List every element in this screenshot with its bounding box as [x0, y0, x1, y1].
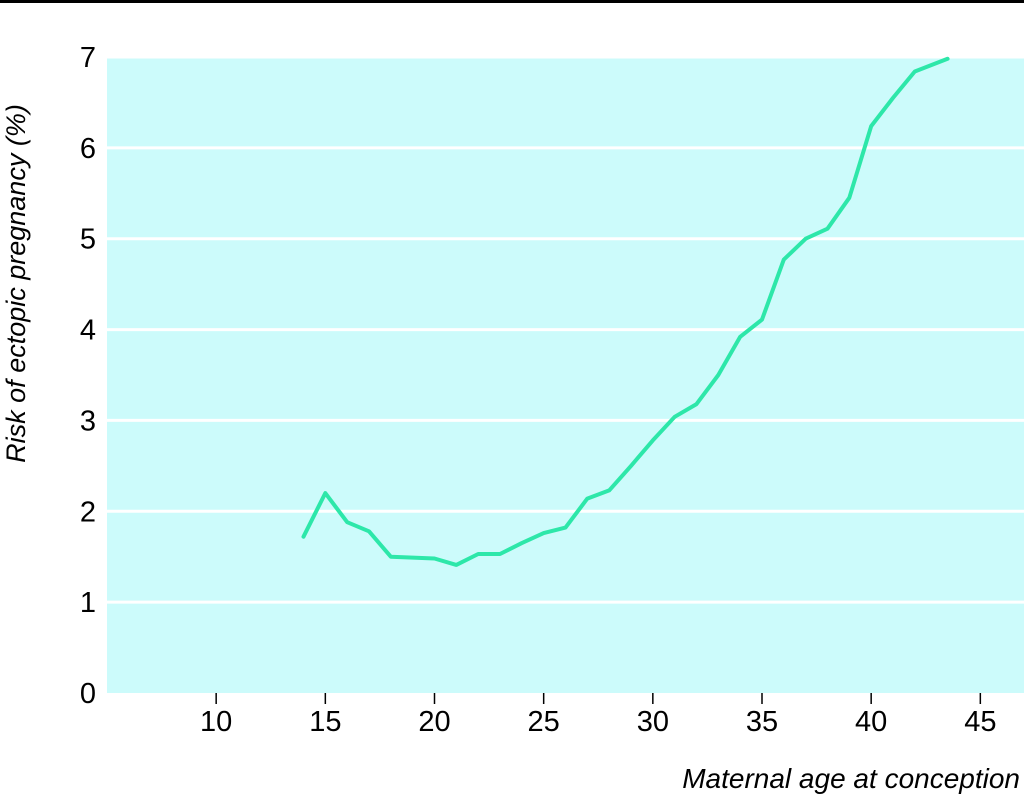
- y-tick-label: 2: [80, 496, 96, 528]
- y-axis-label: Risk of ectopic pregnancy (%): [1, 104, 31, 463]
- gridlines: [107, 55, 1024, 604]
- x-tick-label: 25: [528, 706, 560, 738]
- x-tick-label: 40: [855, 706, 887, 738]
- x-tick-label: 20: [418, 706, 450, 738]
- y-tick-label: 0: [80, 678, 96, 710]
- x-tick-label: 30: [637, 706, 669, 738]
- series-line: [301, 56, 950, 567]
- x-tick-label: 15: [309, 706, 341, 738]
- x-tick-label: 45: [964, 706, 996, 738]
- x-tick-labels: 10 15 20 25 30 35 40 45: [200, 693, 996, 738]
- x-axis-label: Maternal age at conception: [682, 763, 1020, 794]
- y-tick-label: 3: [80, 405, 96, 437]
- x-tick-label: 35: [746, 706, 778, 738]
- x-tick-label: 10: [200, 706, 232, 738]
- y-tick-label: 1: [80, 587, 96, 619]
- y-tick-label: 7: [80, 42, 96, 74]
- y-tick-label: 5: [80, 224, 96, 256]
- y-tick-labels: 0 1 2 3 4 5 6 7: [80, 42, 96, 710]
- y-tick-label: 4: [80, 315, 96, 347]
- plot-area: [107, 57, 1024, 693]
- top-rule: [0, 0, 1024, 3]
- y-tick-label: 6: [80, 133, 96, 165]
